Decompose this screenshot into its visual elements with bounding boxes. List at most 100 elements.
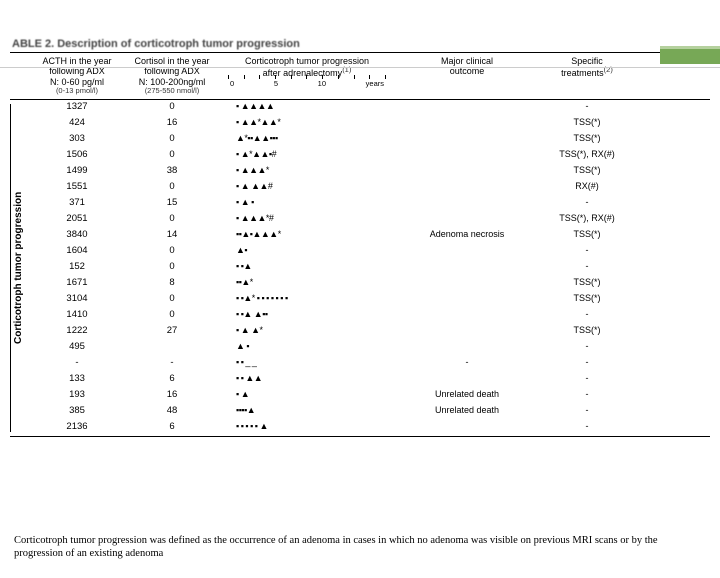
cell-acth: 371 <box>32 196 122 212</box>
cell-outcome: Unrelated death <box>392 388 542 404</box>
cell-cortisol: 6 <box>122 420 222 436</box>
cell-cortisol: 0 <box>122 244 222 260</box>
cell-treatment: TSS(*) <box>542 228 632 244</box>
cell-treatment: - <box>542 260 632 276</box>
table-body: Corticotroph tumor progression 13270▪ ▲▲… <box>10 100 710 436</box>
cell-outcome <box>392 324 542 340</box>
cell-outcome <box>392 276 542 292</box>
cell-acth: 424 <box>32 116 122 132</box>
y-axis-label: Corticotroph tumor progression <box>10 104 32 432</box>
cell-outcome <box>392 132 542 148</box>
cell-outcome <box>392 260 542 276</box>
cell-outcome <box>392 292 542 308</box>
cell-treatment: TSS(*) <box>542 324 632 340</box>
cell-acth: 1327 <box>32 100 122 116</box>
cell-treatment: - <box>542 340 632 356</box>
cell-progression: ▲▪ <box>222 244 392 260</box>
cell-cortisol: 6 <box>122 372 222 388</box>
cell-acth: 1506 <box>32 148 122 164</box>
cell-progression: ▪ ▪ _ _ <box>222 356 392 372</box>
cell-cortisol: 0 <box>122 180 222 196</box>
cell-outcome <box>392 196 542 212</box>
cell-progression: ▪ ▪▲ <box>222 260 392 276</box>
cell-progression: ▪ ▲ <box>222 388 392 404</box>
cell-outcome <box>392 212 542 228</box>
cell-cortisol: 8 <box>122 276 222 292</box>
cell-outcome: Adenoma necrosis <box>392 228 542 244</box>
cell-cortisol: 16 <box>122 116 222 132</box>
cell-cortisol: 15 <box>122 196 222 212</box>
cell-cortisol: 16 <box>122 388 222 404</box>
cell-progression: ▪ ▪ ▪ ▪ ▪ ▲ <box>222 420 392 436</box>
cell-cortisol: 0 <box>122 212 222 228</box>
cell-outcome: Unrelated death <box>392 404 542 420</box>
col-cortisol: Cortisol in the year following ADX N: 10… <box>122 56 222 96</box>
cell-cortisol: 0 <box>122 148 222 164</box>
table: ACTH in the year following ADX N: 0-60 p… <box>10 52 710 437</box>
cell-acth: 1604 <box>32 244 122 260</box>
cell-treatment: TSS(*) <box>542 164 632 180</box>
cell-cortisol: 0 <box>122 308 222 324</box>
cell-progression: ▪ ▪ ▲▲ <box>222 372 392 388</box>
col-acth: ACTH in the year following ADX N: 0-60 p… <box>32 56 122 96</box>
col-progression: Corticotroph tumor progression after adr… <box>222 56 392 96</box>
cell-progression: ▲*▪▪▲▲▪▪▪ <box>222 132 392 148</box>
col-outcome: Major clinical outcome <box>392 56 542 96</box>
col-treatments: Specific treatments(2) <box>542 56 632 96</box>
cell-progression: ▪ ▲*▲▲▪# <box>222 148 392 164</box>
cell-progression: ▲ ▪ <box>222 340 392 356</box>
cell-outcome <box>392 340 542 356</box>
cell-progression: ▪ ▪▲ ▲▪▪ <box>222 308 392 324</box>
cell-treatment: - <box>542 308 632 324</box>
cell-cortisol <box>122 340 222 356</box>
cell-acth: 3840 <box>32 228 122 244</box>
cell-acth: 2051 <box>32 212 122 228</box>
cell-acth: 133 <box>32 372 122 388</box>
cell-treatment: TSS(*) <box>542 292 632 308</box>
cell-acth: 1410 <box>32 308 122 324</box>
cell-progression: ▪ ▪▲* ▪ ▪ ▪ ▪ ▪ ▪ ▪ <box>222 292 392 308</box>
cell-treatment: - <box>542 372 632 388</box>
cell-acth: 495 <box>32 340 122 356</box>
cell-acth: 1551 <box>32 180 122 196</box>
cell-progression: ▪ ▲▲▲* <box>222 164 392 180</box>
cell-treatment: - <box>542 244 632 260</box>
cell-acth: 385 <box>32 404 122 420</box>
cell-treatment: TSS(*), RX(#) <box>542 212 632 228</box>
cell-cortisol: 0 <box>122 100 222 116</box>
cell-acth: 3104 <box>32 292 122 308</box>
cell-outcome <box>392 244 542 260</box>
cell-acth: 303 <box>32 132 122 148</box>
cell-cortisol: - <box>122 356 222 372</box>
cell-acth: 1671 <box>32 276 122 292</box>
cell-progression: ▪ ▲▲▲▲ <box>222 100 392 116</box>
accent-line <box>0 67 720 68</box>
cell-outcome: - <box>392 356 542 372</box>
cell-acth: 193 <box>32 388 122 404</box>
caption: Corticotroph tumor progression was defin… <box>14 534 706 560</box>
cell-acth: 1222 <box>32 324 122 340</box>
cell-outcome <box>392 372 542 388</box>
cell-cortisol: 14 <box>122 228 222 244</box>
cell-treatment: RX(#) <box>542 180 632 196</box>
cell-cortisol: 27 <box>122 324 222 340</box>
cell-progression: ▪▪▲* <box>222 276 392 292</box>
cell-progression: ▪ ▲▲*▲▲* <box>222 116 392 132</box>
cell-progression: ▪ ▲▲▲*# <box>222 212 392 228</box>
cell-cortisol: 38 <box>122 164 222 180</box>
cell-cortisol: 48 <box>122 404 222 420</box>
cell-progression: ▪ ▲ ▲▲# <box>222 180 392 196</box>
cell-cortisol: 0 <box>122 260 222 276</box>
cell-treatment: TSS(*) <box>542 116 632 132</box>
cell-outcome <box>392 164 542 180</box>
cell-acth: 2136 <box>32 420 122 436</box>
cell-acth: 152 <box>32 260 122 276</box>
cell-treatment: - <box>542 196 632 212</box>
cell-acth: - <box>32 356 122 372</box>
cell-outcome <box>392 420 542 436</box>
cell-outcome <box>392 308 542 324</box>
cell-treatment: - <box>542 420 632 436</box>
table-title: ABLE 2. Description of corticotroph tumo… <box>12 38 720 50</box>
cell-treatment: TSS(*) <box>542 132 632 148</box>
cell-treatment: - <box>542 388 632 404</box>
